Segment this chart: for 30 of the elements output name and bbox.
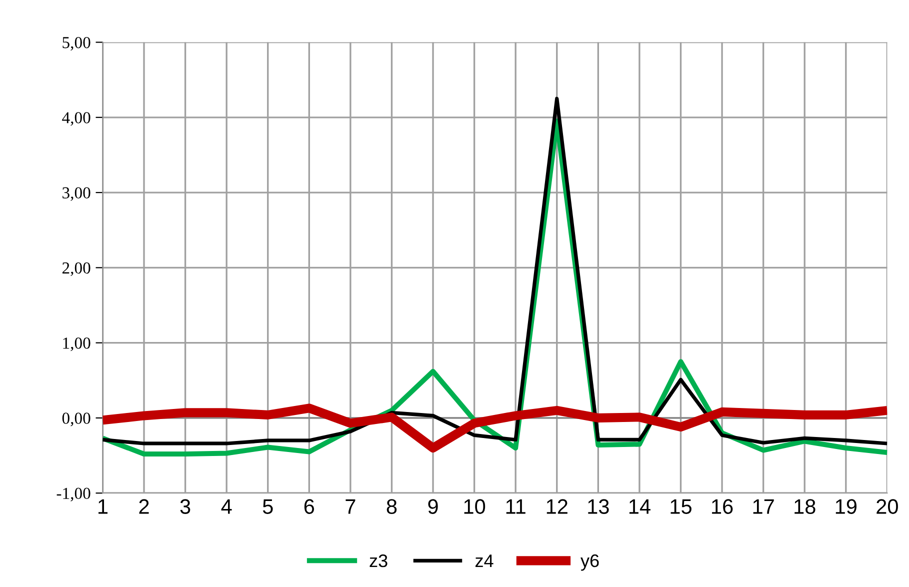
x-tick-label: 12 <box>546 499 568 514</box>
x-tick-label: 18 <box>794 499 816 514</box>
y-tick-label: 1,00 <box>63 338 90 352</box>
x-tick-label: 9 <box>428 499 438 514</box>
y-tick-label: 5,00 <box>62 36 90 51</box>
x-tick-label: 13 <box>588 499 609 514</box>
legend-label: z4 <box>475 554 494 568</box>
legend-label: y6 <box>580 554 599 571</box>
y-tick-label: 4,00 <box>62 112 90 126</box>
y-tick-label: 2,00 <box>62 262 90 276</box>
x-tick-label: 19 <box>836 499 856 514</box>
y-tick-label: 3,00 <box>62 187 90 201</box>
x-tick-label: 4 <box>221 499 232 514</box>
legend-label: z3 <box>370 554 388 568</box>
x-tick-label: 17 <box>753 499 774 514</box>
x-tick-label: 7 <box>346 499 356 514</box>
x-tick-label: 10 <box>464 499 486 514</box>
x-tick-label: 20 <box>876 499 898 514</box>
x-tick-label: 8 <box>386 499 397 514</box>
x-tick-label: 6 <box>304 499 314 514</box>
x-tick-label: 15 <box>670 499 692 514</box>
x-tick-label: 5 <box>262 499 273 514</box>
x-tick-label: 1 <box>98 499 108 514</box>
y-tick-label: 0,00 <box>62 412 90 426</box>
x-tick-label: 2 <box>139 499 149 514</box>
x-tick-label: 3 <box>180 499 190 514</box>
y-tick-label: -1,00 <box>56 488 90 502</box>
x-tick-label: 11 <box>506 499 526 514</box>
x-tick-label: 14 <box>629 499 650 514</box>
x-tick-label: 16 <box>712 499 733 514</box>
